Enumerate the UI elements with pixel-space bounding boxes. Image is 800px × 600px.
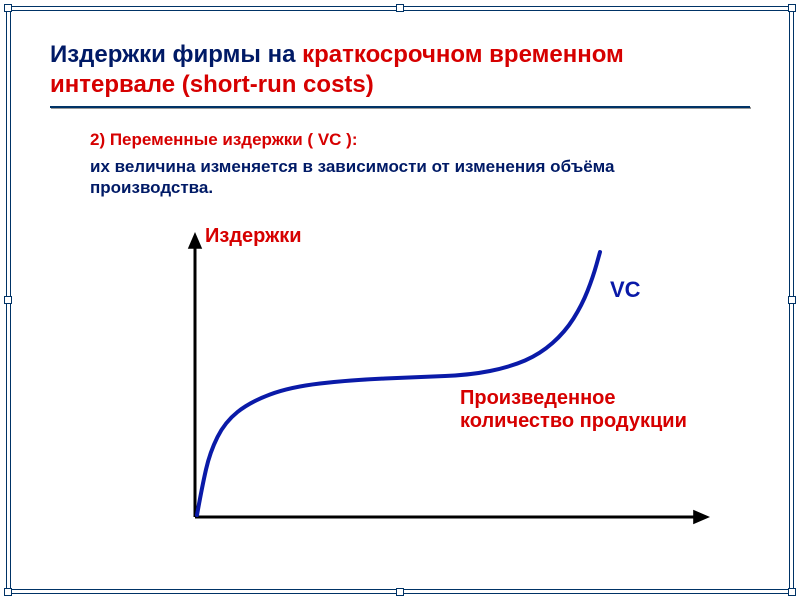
frame-corner (788, 296, 796, 304)
body-text: их величина изменяется в зависимости от … (90, 156, 670, 199)
x-label-line2: количество продукции (460, 410, 687, 432)
frame-corner (4, 588, 12, 596)
frame-corner (396, 4, 404, 12)
x-axis-label: Произведенное количество продукции (460, 387, 687, 433)
subheading: 2) Переменные издержки ( VC ): (90, 130, 750, 150)
frame-corner (4, 296, 12, 304)
frame-corner (788, 588, 796, 596)
frame-corner (396, 588, 404, 596)
slide-title: Издержки фирмы на краткосрочном временно… (50, 40, 750, 100)
title-part1: Издержки фирмы на (50, 41, 302, 68)
curve-label-vc: VC (610, 277, 641, 303)
title-underline (50, 106, 750, 108)
frame-corner (4, 4, 12, 12)
vc-chart: Издержки VC Произведенное количество про… (110, 227, 730, 547)
frame-corner (788, 4, 796, 12)
x-label-line1: Произведенное (460, 387, 616, 409)
y-axis-label: Издержки (205, 225, 302, 248)
